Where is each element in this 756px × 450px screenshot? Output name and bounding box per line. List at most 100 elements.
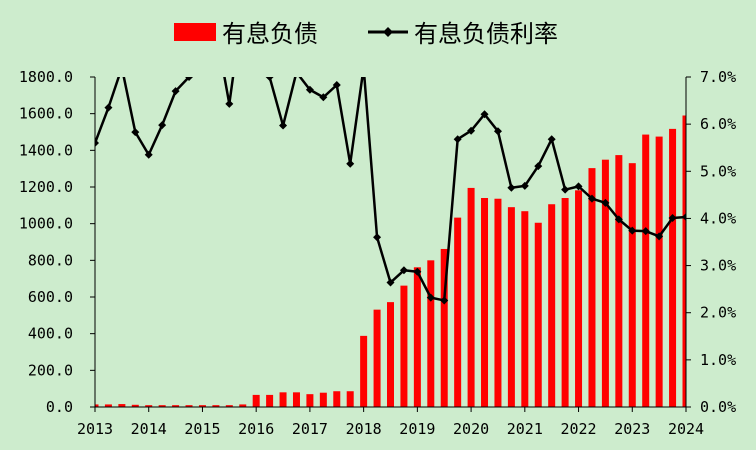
line-point bbox=[279, 121, 288, 130]
line-point bbox=[225, 99, 234, 108]
bar bbox=[454, 217, 462, 407]
line-point bbox=[520, 181, 529, 190]
y-left-tick-label: 0.0 bbox=[46, 398, 73, 416]
x-tick-label: 2014 bbox=[131, 420, 167, 438]
bar bbox=[225, 405, 233, 407]
bar bbox=[601, 159, 609, 407]
bar bbox=[400, 285, 408, 407]
bar bbox=[158, 405, 166, 407]
bar bbox=[628, 163, 636, 407]
y-right-tick-label: 5.0% bbox=[700, 162, 736, 180]
x-tick-label: 2022 bbox=[560, 420, 596, 438]
bar bbox=[306, 394, 314, 407]
line-point bbox=[561, 185, 570, 194]
bar bbox=[615, 155, 623, 407]
bar bbox=[118, 404, 126, 407]
bar bbox=[588, 168, 596, 407]
bar bbox=[95, 404, 99, 407]
line-point bbox=[668, 213, 677, 222]
line-point bbox=[346, 159, 355, 168]
y-left-tick-label: 1400.0 bbox=[19, 141, 73, 159]
line-point bbox=[118, 64, 126, 72]
line-point bbox=[574, 182, 583, 191]
axes: 0.0 200.0 400.0 600.0 800.0 1000.0 1200.0 1400.… bbox=[19, 68, 736, 438]
y-right-tick-label: 4.0% bbox=[700, 209, 736, 227]
line-point bbox=[185, 77, 194, 81]
line-point bbox=[507, 183, 516, 192]
line-point bbox=[587, 194, 596, 203]
bar bbox=[521, 211, 529, 407]
bar bbox=[427, 260, 435, 407]
bar bbox=[387, 302, 394, 407]
bar bbox=[467, 187, 475, 407]
x-tick-label: 2024 bbox=[668, 420, 704, 438]
bar bbox=[279, 392, 287, 407]
y-left-tick-label: 200.0 bbox=[28, 361, 73, 379]
y-right-tick-label: 3.0% bbox=[700, 257, 736, 275]
bar bbox=[172, 405, 180, 407]
bar bbox=[252, 394, 260, 407]
line-point bbox=[493, 127, 502, 136]
y-left-tick-label: 600.0 bbox=[28, 288, 73, 306]
y-right-tick-label: 6.0% bbox=[700, 115, 736, 133]
line-point bbox=[480, 110, 489, 119]
bar bbox=[333, 391, 341, 407]
x-tick-label: 2020 bbox=[453, 420, 489, 438]
line-point bbox=[641, 227, 650, 236]
bar bbox=[682, 115, 686, 407]
line-point bbox=[440, 296, 449, 305]
bar bbox=[360, 335, 368, 407]
line-point bbox=[198, 59, 206, 67]
bar bbox=[198, 405, 206, 407]
x-tick-label: 2018 bbox=[346, 420, 382, 438]
line-point bbox=[534, 162, 543, 171]
bar bbox=[413, 267, 421, 407]
x-tick-label: 2019 bbox=[399, 420, 435, 438]
line-point bbox=[386, 278, 395, 287]
line-point bbox=[144, 150, 153, 159]
y-left-tick-label: 1200.0 bbox=[19, 178, 73, 196]
line-point bbox=[332, 81, 341, 90]
y-right-tick-label: 0.0% bbox=[700, 398, 736, 416]
bar bbox=[212, 405, 220, 407]
bar bbox=[319, 392, 327, 407]
bar bbox=[239, 404, 247, 407]
bar bbox=[292, 392, 300, 407]
y-right-tick-label: 2.0% bbox=[700, 304, 736, 322]
y-left-tick-label: 1800.0 bbox=[19, 68, 73, 86]
y-left-tick-label: 800.0 bbox=[28, 251, 73, 269]
line-point bbox=[373, 233, 382, 242]
legend-bar-swatch bbox=[174, 23, 216, 41]
bar bbox=[655, 136, 663, 407]
x-tick-label: 2017 bbox=[292, 420, 328, 438]
line-point bbox=[319, 93, 328, 102]
bar bbox=[185, 405, 193, 407]
legend-line-label: 有息负债利率 bbox=[414, 20, 558, 48]
bar bbox=[373, 309, 381, 407]
y-right-tick-label: 7.0% bbox=[700, 68, 736, 86]
line-point bbox=[453, 135, 462, 144]
bar bbox=[642, 134, 650, 407]
line-point bbox=[467, 126, 476, 135]
line-point bbox=[413, 267, 422, 276]
legend-line-marker bbox=[383, 27, 393, 37]
bar bbox=[548, 204, 556, 407]
bar bbox=[507, 207, 515, 407]
bar bbox=[669, 128, 677, 407]
bar-series bbox=[95, 115, 686, 407]
bar bbox=[104, 404, 112, 407]
y-left-tick-label: 1000.0 bbox=[19, 215, 73, 233]
legend-bar-label: 有息负债 bbox=[222, 20, 318, 48]
line-point bbox=[95, 139, 99, 147]
line-point bbox=[682, 213, 686, 222]
line-point bbox=[131, 128, 140, 137]
line-point bbox=[399, 266, 408, 275]
line-path bbox=[95, 77, 686, 302]
bar bbox=[346, 391, 354, 407]
x-tick-label: 2023 bbox=[614, 420, 650, 438]
y-left-tick-label: 1600.0 bbox=[19, 105, 73, 123]
line-point bbox=[360, 64, 368, 72]
x-tick-label: 2015 bbox=[184, 420, 220, 438]
line-point bbox=[601, 198, 610, 207]
bar bbox=[575, 190, 583, 407]
